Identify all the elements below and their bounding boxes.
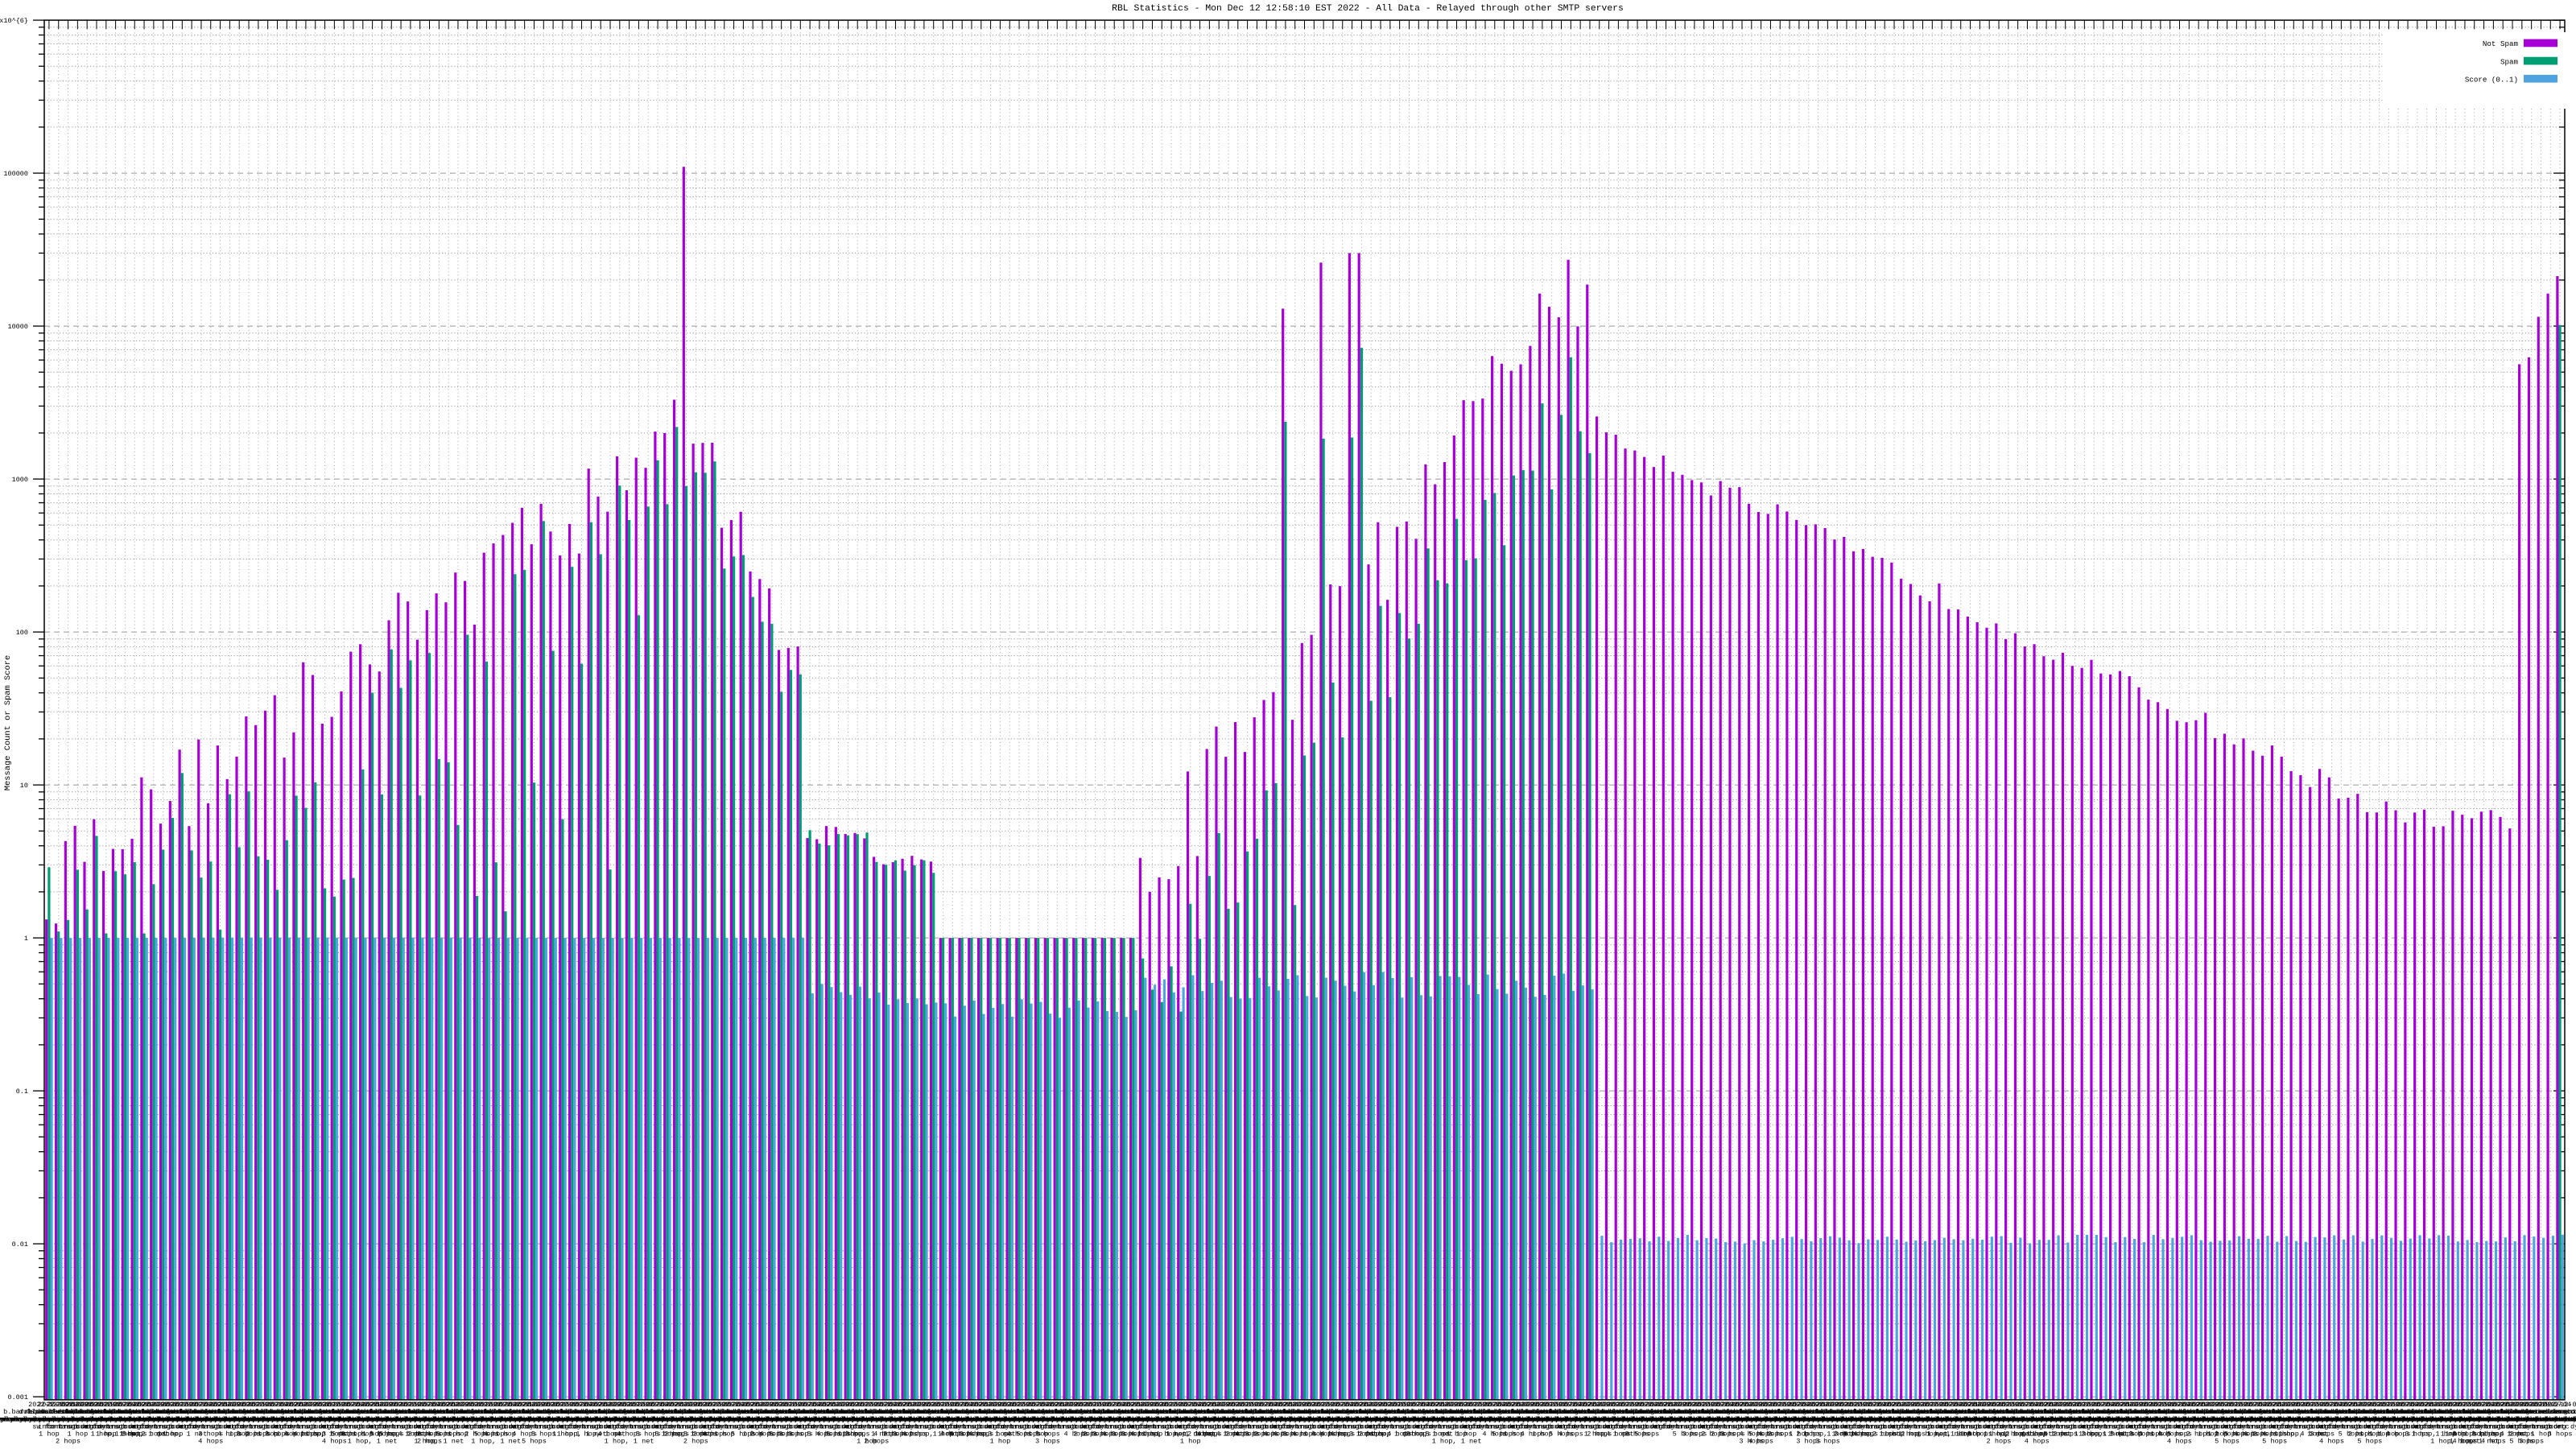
svg-text:4 hops: 4 hops (2167, 1438, 2192, 1446)
svg-text:3 hops: 3 hops (1035, 1438, 1060, 1446)
svg-text:10000: 10000 (7, 323, 28, 331)
svg-text:0.01: 0.01 (12, 1241, 28, 1249)
svg-text:10: 10 (20, 782, 28, 790)
svg-text:3 hops: 3 hops (1815, 1438, 1840, 1446)
svg-text:Score (0..1): Score (0..1) (2465, 75, 2518, 84)
svg-text:2 hops: 2 hops (683, 1438, 708, 1446)
svg-text:100: 100 (16, 629, 28, 637)
svg-text:1 hop, 1 net: 1 hop, 1 net (348, 1438, 398, 1446)
svg-text:4 hops: 4 hops (2319, 1438, 2344, 1446)
svg-text:1 hop, 1 net: 1 hop, 1 net (1432, 1438, 1482, 1446)
svg-text:Spam: Spam (2500, 57, 2519, 66)
svg-text:4 hops: 4 hops (2025, 1438, 2050, 1446)
svg-text:100000: 100000 (3, 170, 28, 178)
svg-text:5 hops: 5 hops (522, 1438, 547, 1446)
svg-text:3 hops: 3 hops (2548, 1430, 2573, 1438)
svg-text:1x10^{6}: 1x10^{6} (0, 17, 28, 25)
svg-text:4 hops: 4 hops (322, 1438, 347, 1446)
svg-text:RBL Statistics - Mon Dec 12 12: RBL Statistics - Mon Dec 12 12:58:10 EST… (1112, 4, 1624, 14)
svg-text:1 hop, 1 net: 1 hop, 1 net (471, 1438, 521, 1446)
svg-text:5 hops: 5 hops (2262, 1438, 2287, 1446)
svg-text:1 hop: 1 hop (1455, 1430, 1476, 1438)
svg-text:Not Spam: Not Spam (2483, 39, 2519, 48)
svg-text:4 hops: 4 hops (2481, 1438, 2506, 1446)
svg-text:1 hop: 1 hop (67, 1430, 88, 1438)
svg-text:0.1: 0.1 (16, 1088, 28, 1096)
svg-text:1: 1 (24, 935, 28, 943)
svg-text:1000: 1000 (12, 476, 28, 484)
svg-text:1 hop: 1 hop (1180, 1438, 1201, 1446)
svg-text:1 hop: 1 hop (990, 1438, 1011, 1446)
svg-text:1 hop, 1 net: 1 hop, 1 net (414, 1438, 464, 1446)
svg-text:5 hops: 5 hops (1634, 1430, 1659, 1438)
svg-text:0.001: 0.001 (7, 1393, 28, 1402)
svg-text:2 hops: 2 hops (56, 1438, 80, 1446)
svg-text:4 hops: 4 hops (198, 1438, 223, 1446)
svg-text:3 hops: 3 hops (2519, 1438, 2544, 1446)
svg-text:2 hops: 2 hops (1987, 1438, 2012, 1446)
svg-text:4 hops: 4 hops (1748, 1438, 1773, 1446)
svg-text:2 hops: 2 hops (864, 1438, 889, 1446)
svg-text:5 hops: 5 hops (2357, 1438, 2382, 1446)
svg-text:4 hops: 4 hops (1558, 1430, 1583, 1438)
svg-text:5 hops: 5 hops (2215, 1438, 2240, 1446)
svg-text:1 hop, 1 net: 1 hop, 1 net (605, 1438, 654, 1446)
svg-text:Message Count or Spam Score: Message Count or Spam Score (3, 655, 13, 791)
